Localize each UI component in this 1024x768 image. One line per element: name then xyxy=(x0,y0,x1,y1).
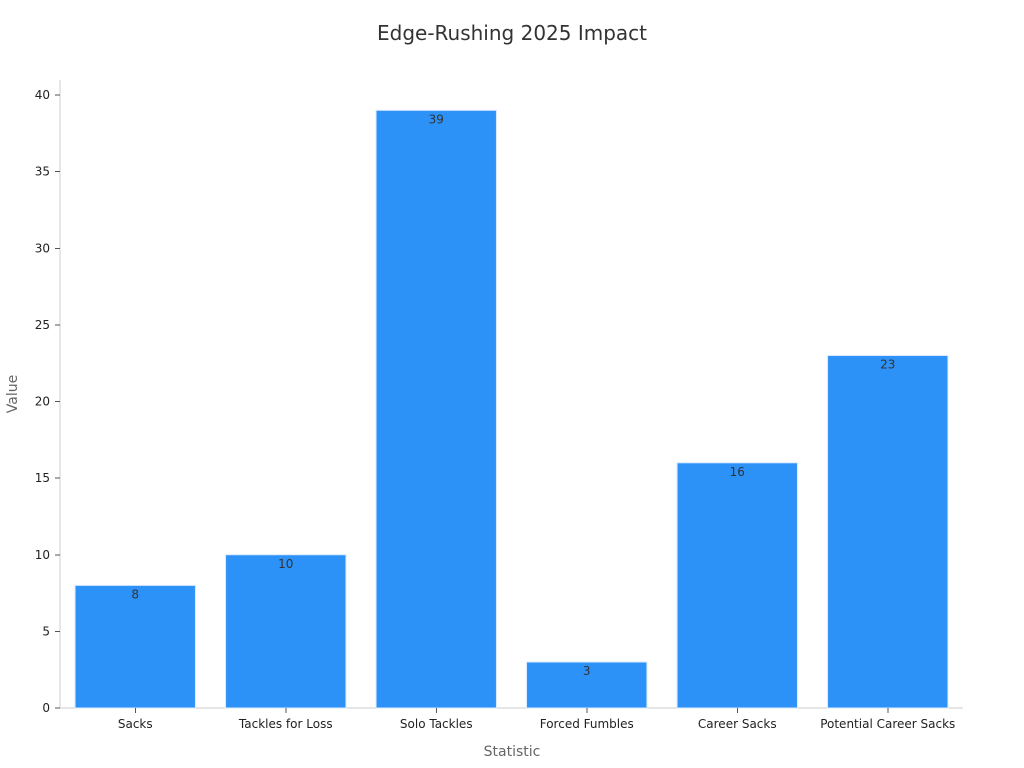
bar xyxy=(827,355,949,709)
y-tick-label: 20 xyxy=(35,395,50,409)
x-tick-label: Forced Fumbles xyxy=(540,717,634,731)
y-tick-label: 35 xyxy=(35,165,50,179)
data-label: 23 xyxy=(880,358,895,372)
plot-area: 0 5 10 15 20 25 30 35 40 8 Sacks 10 Tackles for Loss… xyxy=(35,80,963,731)
bar xyxy=(225,554,347,709)
bar xyxy=(375,109,497,709)
x-tick-label: Tackles for Loss xyxy=(238,717,333,731)
y-tick-label: 5 xyxy=(42,624,50,638)
data-label: 16 xyxy=(730,465,745,479)
data-label: 8 xyxy=(131,587,139,601)
data-label: 3 xyxy=(583,664,591,678)
y-tick-label: 0 xyxy=(42,701,50,715)
bar xyxy=(74,584,196,709)
x-tick-label: Career Sacks xyxy=(698,717,777,731)
chart-title: Edge-Rushing 2025 Impact xyxy=(377,21,647,45)
x-tick-label: Solo Tackles xyxy=(400,717,473,731)
y-tick-label: 15 xyxy=(35,471,50,485)
y-axis-label: Value xyxy=(5,375,21,413)
y-tick-label: 10 xyxy=(35,548,50,562)
y-tick-label: 40 xyxy=(35,88,50,102)
x-axis-label: Statistic xyxy=(484,744,541,760)
bar xyxy=(676,462,798,709)
y-tick-label: 30 xyxy=(35,241,50,255)
bar xyxy=(526,661,648,709)
y-tick-label: 25 xyxy=(35,318,50,332)
x-tick-label: Potential Career Sacks xyxy=(820,717,955,731)
data-label: 39 xyxy=(429,112,444,126)
x-tick-label: Sacks xyxy=(118,717,153,731)
data-label: 10 xyxy=(278,557,293,571)
